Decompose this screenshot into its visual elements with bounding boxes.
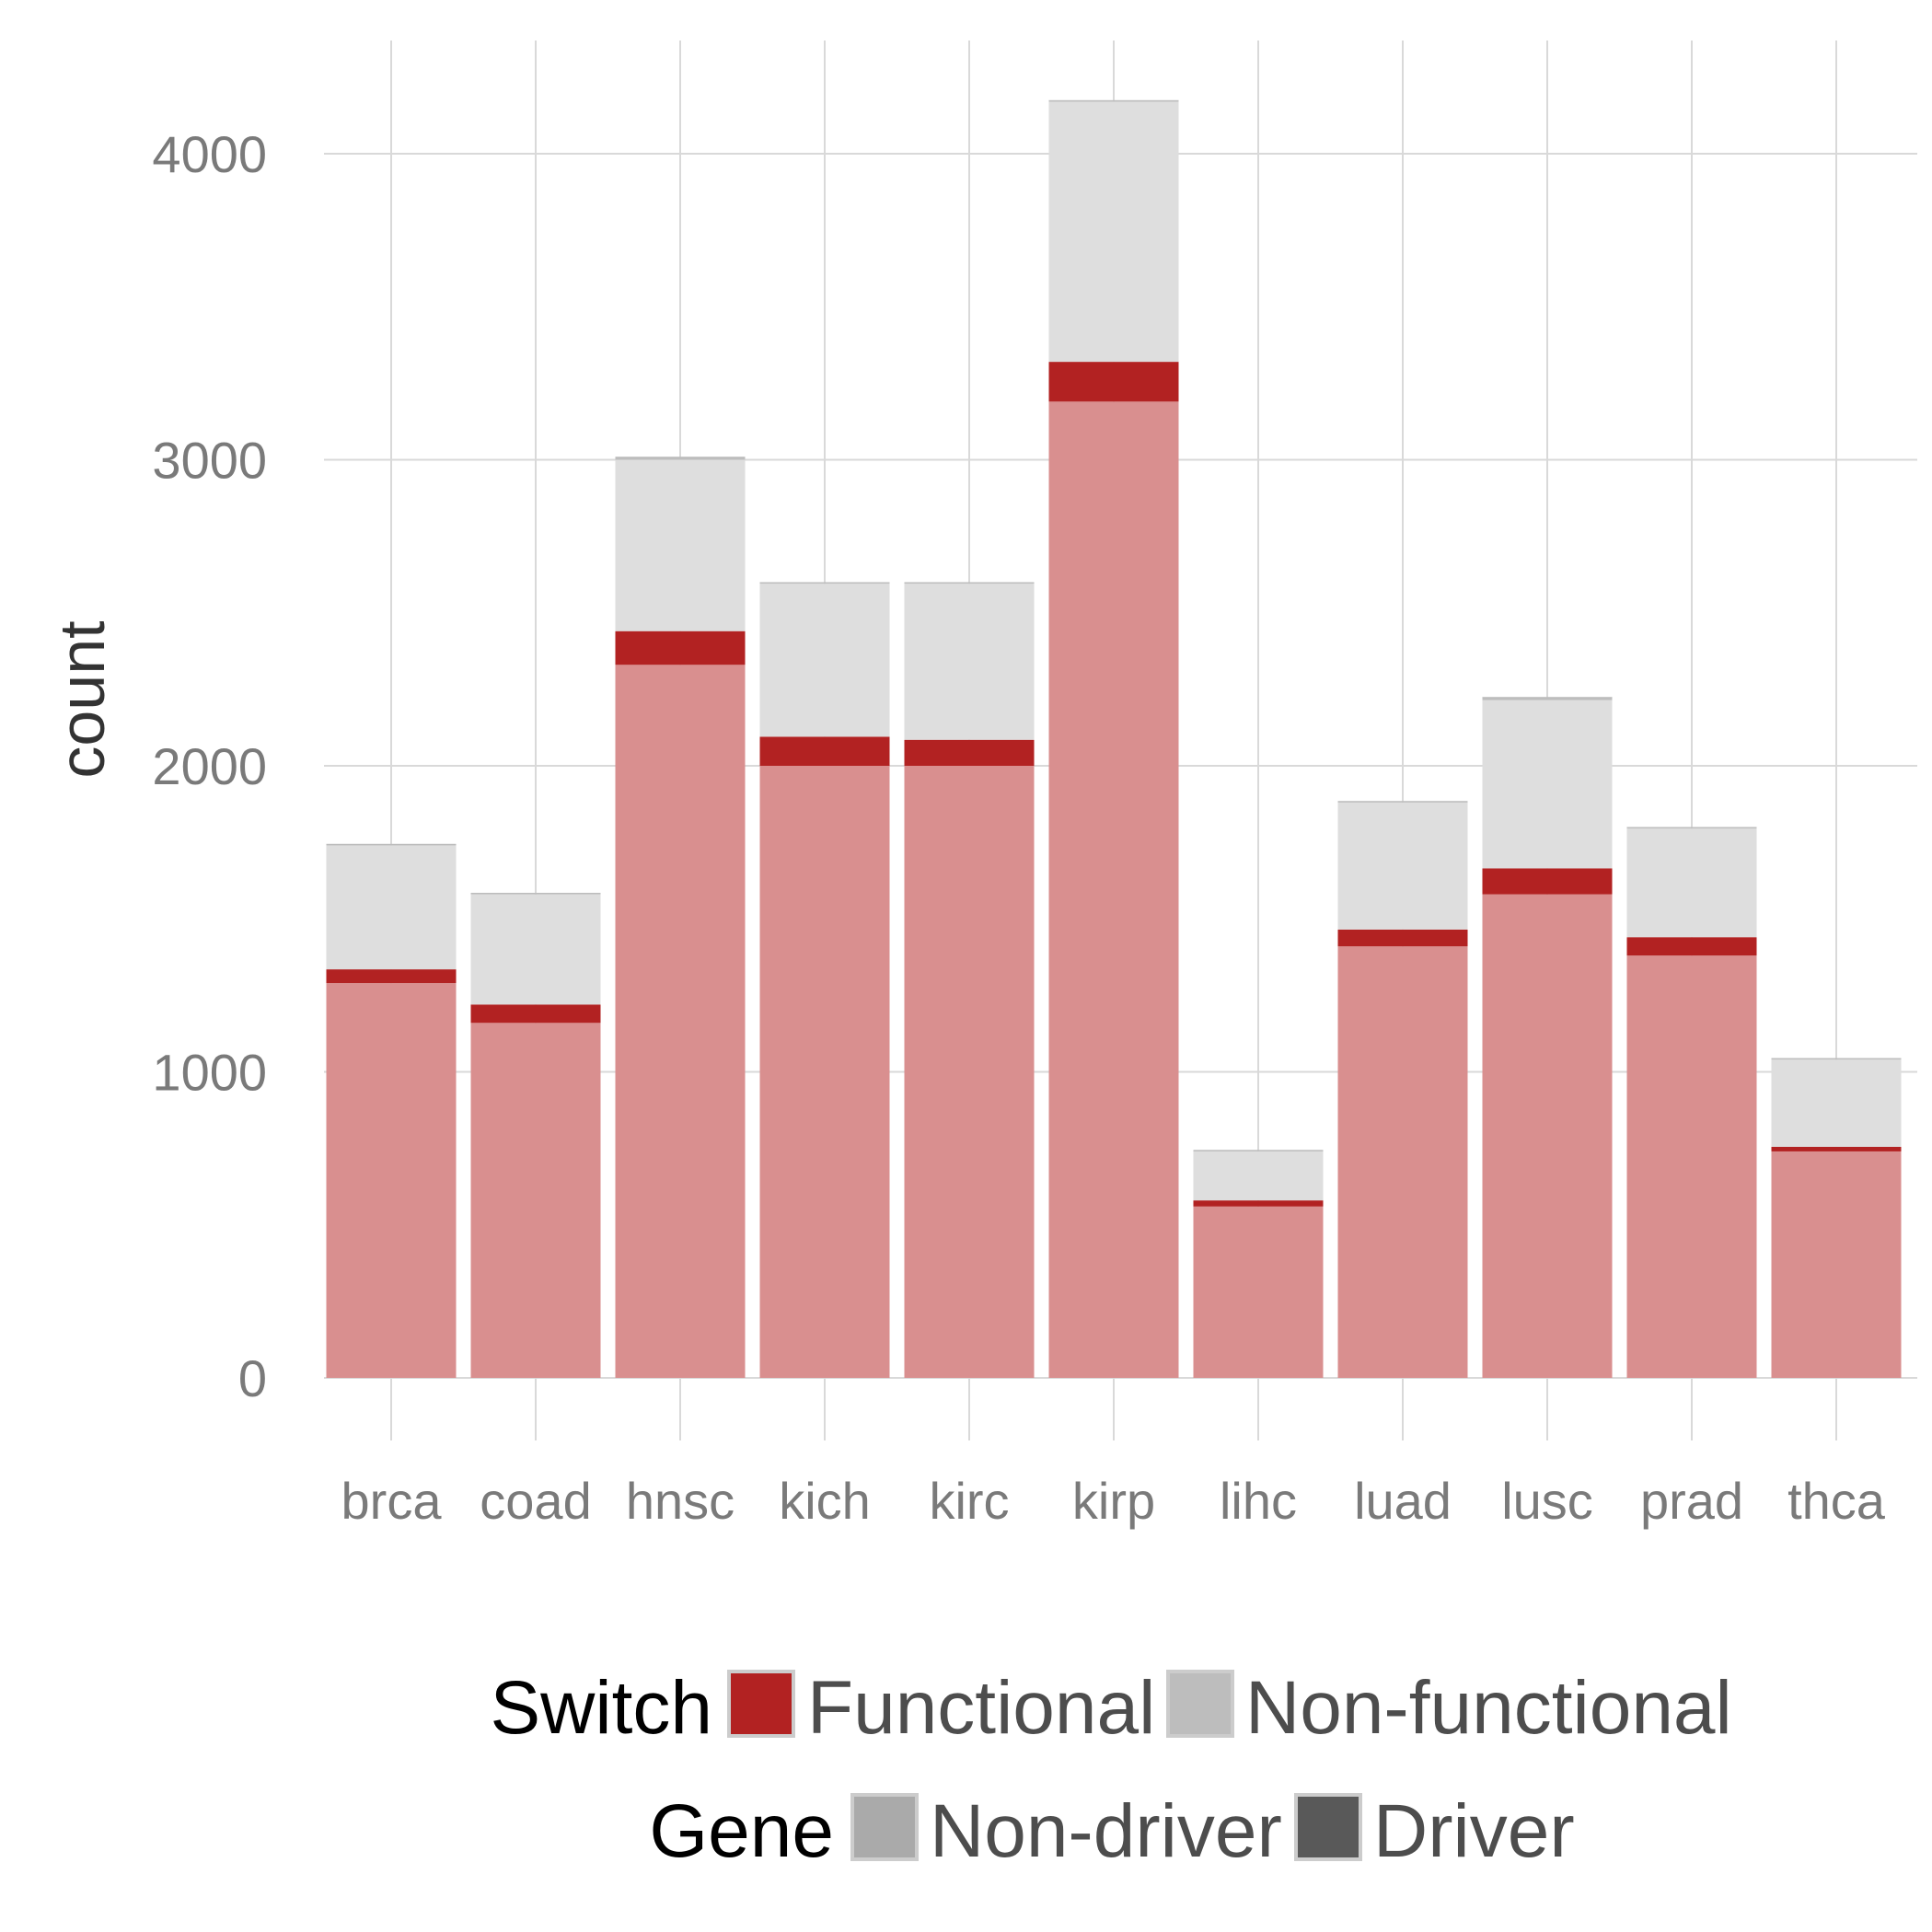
bar-segment xyxy=(615,631,746,665)
bar-segment xyxy=(904,739,1035,766)
bar-segment xyxy=(470,892,601,895)
bar-segment xyxy=(1193,1150,1324,1151)
bar-segment xyxy=(1048,99,1179,102)
legend-label: Non-driver xyxy=(930,1789,1282,1873)
x-tick-label: lusc xyxy=(1501,1472,1593,1530)
legend-label: Non-functional xyxy=(1245,1666,1732,1750)
bar-segment xyxy=(1482,868,1613,895)
bar-segment xyxy=(1337,946,1468,1378)
bar-segment xyxy=(1193,1151,1324,1201)
bar-segment xyxy=(759,584,890,737)
y-tick-label: 1000 xyxy=(152,1044,267,1102)
legend-key xyxy=(727,1670,795,1738)
bar-segment xyxy=(1771,1059,1902,1147)
y-tick-label: 3000 xyxy=(152,432,267,490)
legend-key xyxy=(850,1793,919,1861)
legend-label: Driver xyxy=(1373,1789,1575,1873)
bar-segment xyxy=(1482,894,1613,1378)
x-tick-label: prad xyxy=(1640,1472,1743,1530)
bars xyxy=(326,99,1902,1379)
legend-key xyxy=(1166,1670,1234,1738)
bar-segment xyxy=(904,766,1035,1378)
x-tick-label: brca xyxy=(341,1472,443,1530)
bar-segment xyxy=(1193,1206,1324,1378)
bar-segment xyxy=(1771,1058,1902,1060)
bar-segment xyxy=(615,459,746,631)
x-tick-label: coad xyxy=(480,1472,591,1530)
x-tick-label: thca xyxy=(1787,1472,1886,1530)
y-tick-label: 0 xyxy=(238,1349,267,1407)
bar-segment xyxy=(1626,955,1757,1378)
y-axis-tick-labels: 0 1000 2000 3000 4000 xyxy=(152,125,267,1407)
bar-segment xyxy=(759,736,890,766)
bar-segment xyxy=(326,845,457,970)
bar-segment xyxy=(1482,697,1613,700)
bar-segment xyxy=(1048,362,1179,402)
bar-segment xyxy=(470,1023,601,1378)
bar-segment xyxy=(1048,401,1179,1379)
y-tick-label: 4000 xyxy=(152,125,267,183)
x-tick-label: lihc xyxy=(1220,1472,1297,1530)
bar-segment xyxy=(1193,1200,1324,1207)
x-axis-tick-labels: brca coad hnsc kich kirc kirp lihc luad lusc prad… xyxy=(341,1472,1886,1530)
bar-segment xyxy=(615,665,746,1378)
x-tick-label: luad xyxy=(1354,1472,1452,1530)
bar-segment xyxy=(1482,700,1613,869)
bar-segment xyxy=(326,843,457,846)
bar-segment xyxy=(326,983,457,1378)
bar-segment xyxy=(1048,101,1179,363)
bar-segment xyxy=(759,766,890,1378)
bar-segment xyxy=(1626,937,1757,956)
bar-segment xyxy=(1337,801,1468,803)
legend-label: Functional xyxy=(807,1666,1155,1750)
x-tick-label: hnsc xyxy=(626,1472,735,1530)
legend-title: Gene xyxy=(649,1789,834,1873)
bar-segment xyxy=(1771,1146,1902,1151)
bar-segment xyxy=(1337,802,1468,930)
bar-segment xyxy=(615,457,746,460)
bar-segment xyxy=(1337,929,1468,947)
bar-segment xyxy=(470,894,601,1005)
bar-segment xyxy=(1626,828,1757,938)
x-tick-label: kirc xyxy=(929,1472,1009,1530)
bar-segment xyxy=(1771,1151,1902,1378)
bar-segment xyxy=(1626,827,1757,829)
x-tick-label: kirp xyxy=(1072,1472,1155,1530)
bar-segment xyxy=(904,584,1035,740)
bar-segment xyxy=(759,582,890,584)
bar-segment xyxy=(904,582,1035,584)
legend-key xyxy=(1294,1793,1362,1861)
bar-segment xyxy=(470,1004,601,1024)
legend-title: Switch xyxy=(490,1666,712,1750)
y-tick-label: 2000 xyxy=(152,737,267,795)
legend: Switch Functional Non-functional Gene Non-dr… xyxy=(490,1666,1731,1873)
x-tick-label: kich xyxy=(779,1472,871,1530)
y-axis-title: count xyxy=(46,620,118,778)
bar-segment xyxy=(326,969,457,984)
